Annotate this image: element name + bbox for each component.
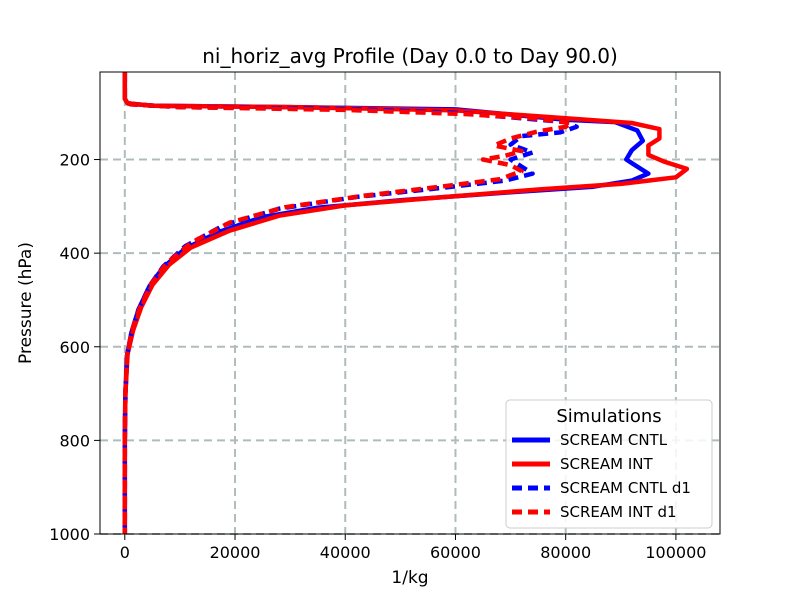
- legend-box: [505, 399, 713, 529]
- x-axis-label: 1/kg: [391, 568, 428, 588]
- legend-label-scream-int: SCREAM INT: [560, 455, 654, 473]
- x-tick-label: 0: [120, 543, 130, 562]
- y-tick-label: 400: [59, 244, 90, 263]
- x-tick-label: 60000: [430, 543, 481, 562]
- y-tick-label: 800: [59, 431, 90, 450]
- x-axis-ticks: 0 20000 40000 60000 80000 100000: [120, 534, 706, 562]
- y-tick-label: 1000: [49, 525, 90, 544]
- x-tick-label: 80000: [540, 543, 591, 562]
- series-line-scream-int-d1: [122, 72, 574, 534]
- plot-frame: [99, 71, 721, 535]
- chart-title: ni_horiz_avg Profile (Day 0.0 to Day 90.…: [202, 44, 618, 68]
- y-axis-label: Pressure (hPa): [16, 242, 36, 364]
- legend-entries: SCREAM CNTL SCREAM INT SCREAM CNTL d1 SCREA…: [512, 431, 691, 521]
- legend-label-scream-cntl: SCREAM CNTL: [560, 431, 668, 449]
- legend-label-scream-int-d1: SCREAM INT d1: [560, 503, 677, 521]
- series-lines: [122, 72, 690, 534]
- y-tick-label: 600: [59, 338, 90, 357]
- x-tick-label: 20000: [210, 543, 261, 562]
- x-tick-label: 40000: [320, 543, 371, 562]
- x-tick-label: 100000: [645, 543, 706, 562]
- y-axis-ticks: 200 400 600 800 1000: [49, 151, 100, 544]
- y-tick-label: 200: [59, 151, 90, 170]
- legend-label-scream-cntl-d1: SCREAM CNTL d1: [560, 479, 691, 497]
- legend-title: Simulations: [556, 406, 661, 427]
